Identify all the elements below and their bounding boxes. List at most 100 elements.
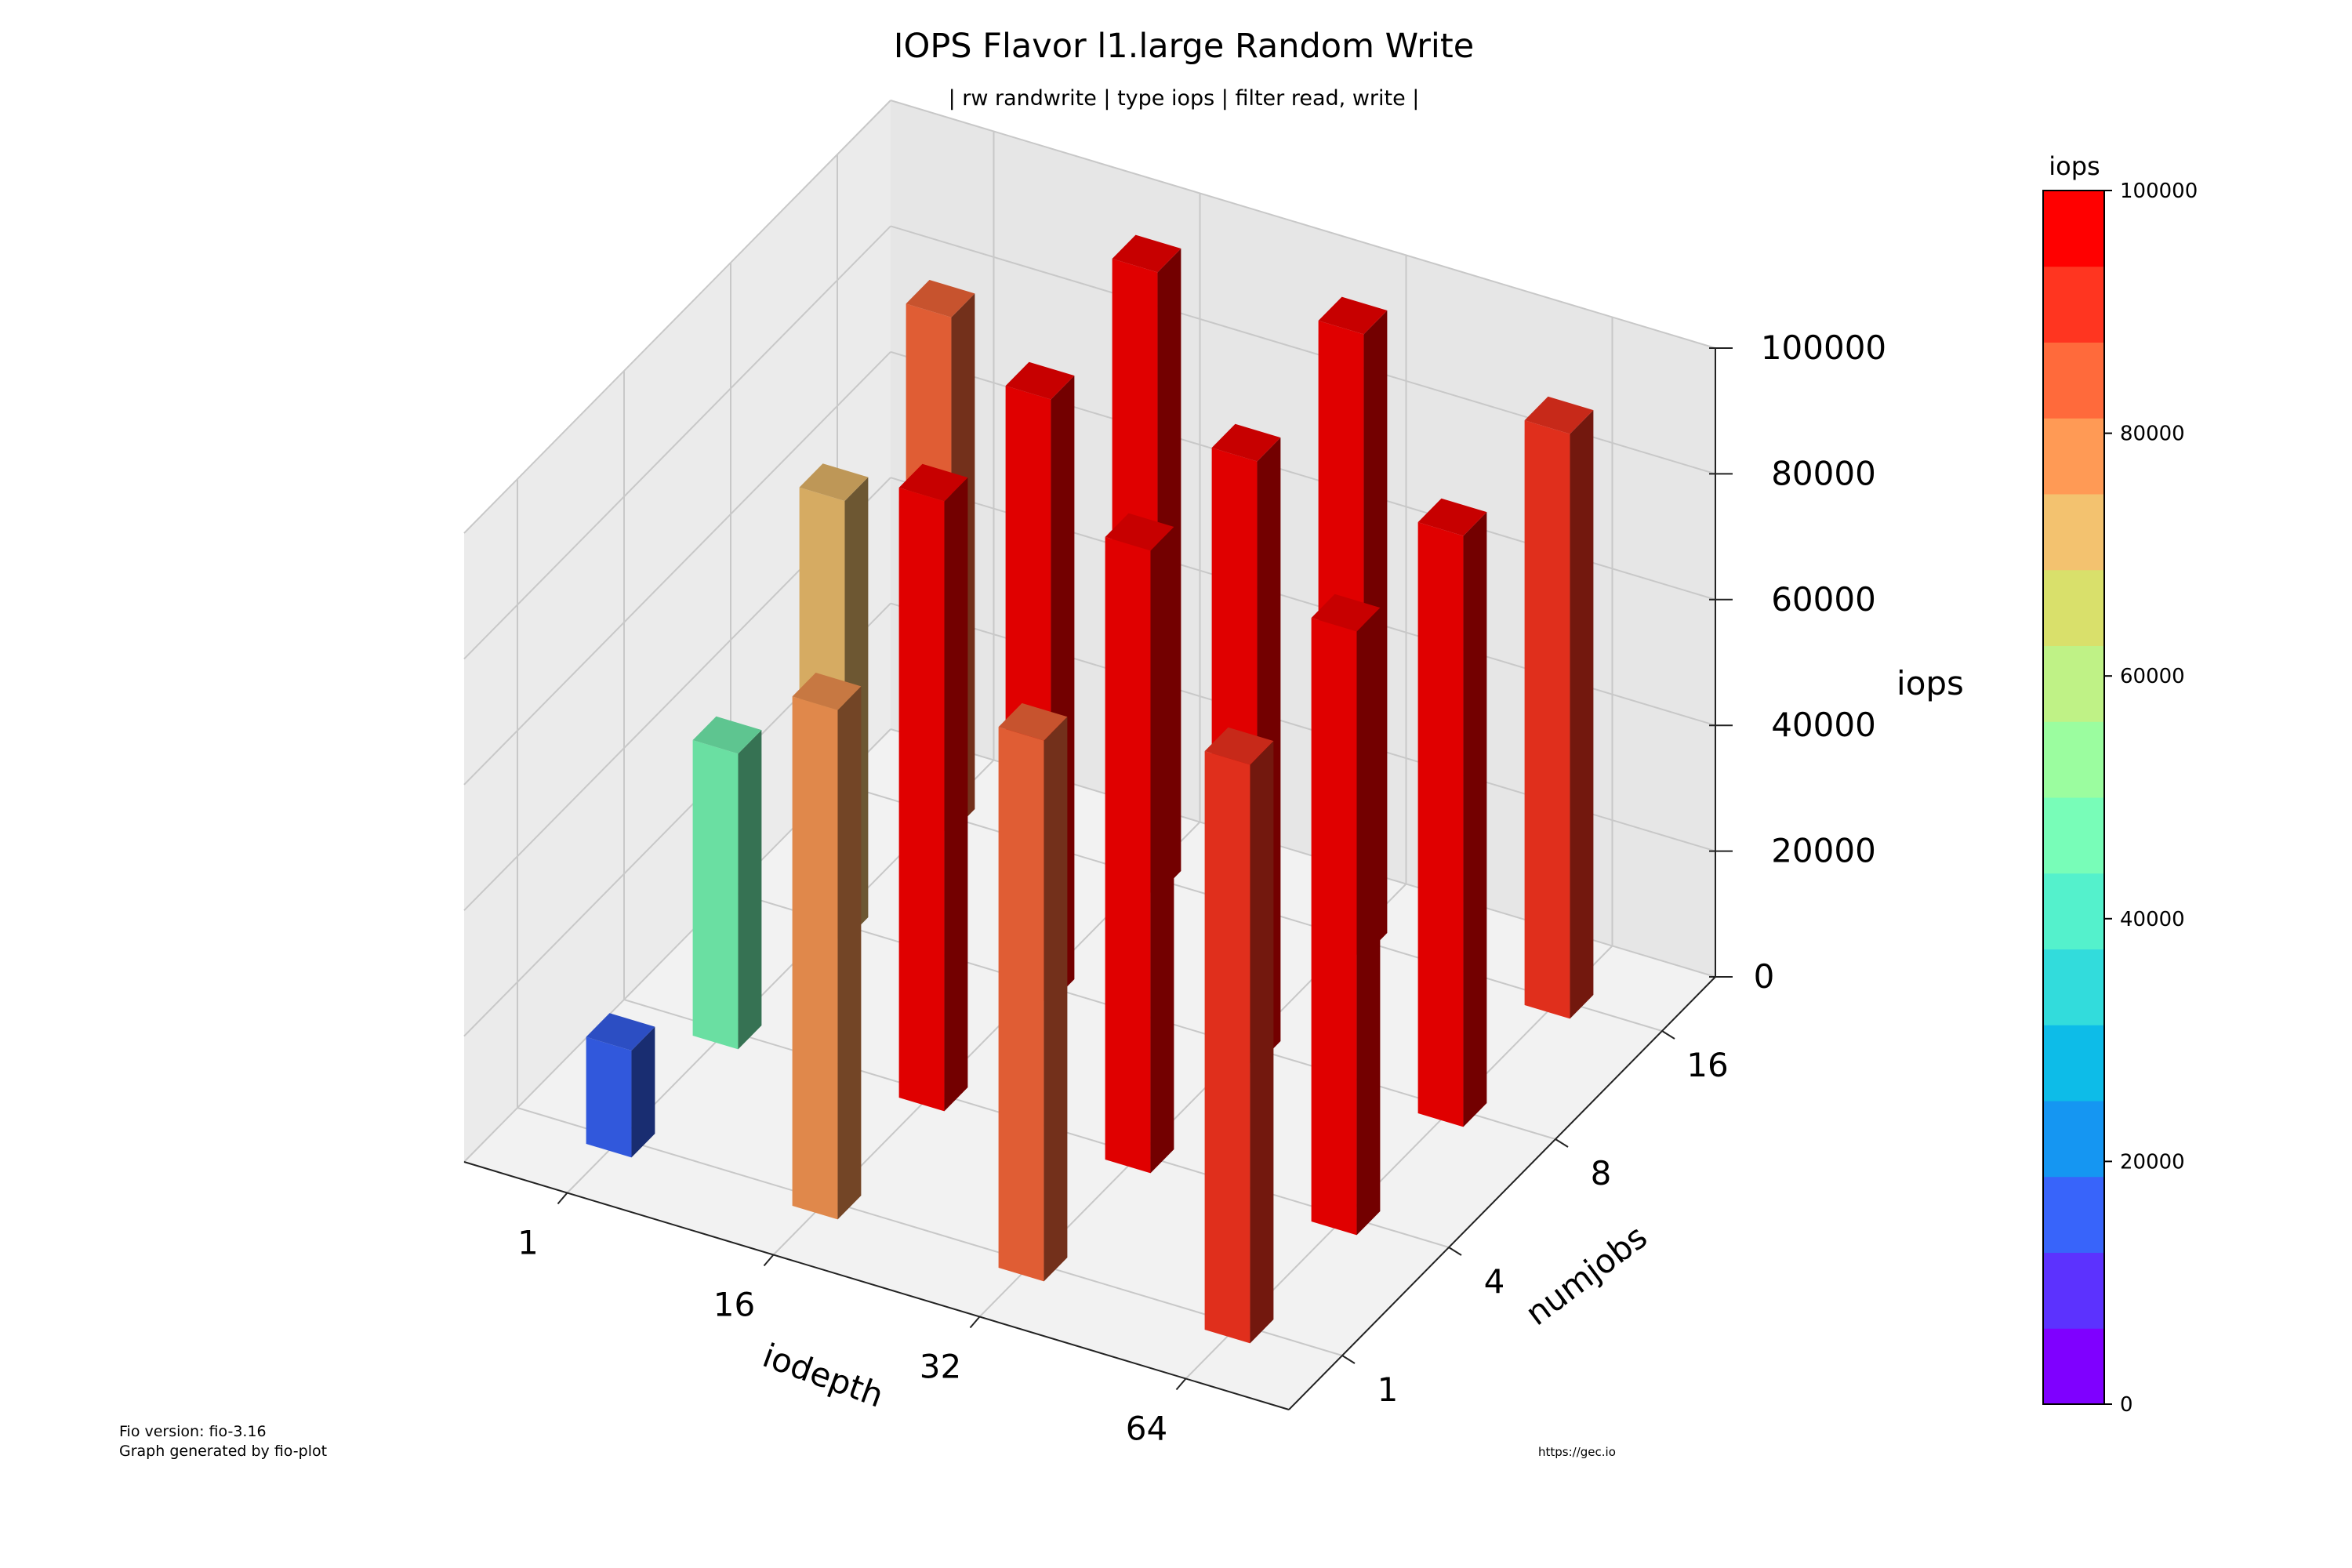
bar-side-face [1570,410,1594,1019]
colorbar-segment [2043,645,2104,722]
bar-top-face [1417,498,1487,536]
colorbar-segment [2043,494,2104,571]
bar-top-face [998,702,1068,741]
colorbar-segment [2043,721,2104,798]
x-tick-mark [1175,1377,1187,1391]
y-tick-label: 16 [1686,1046,1728,1084]
colorbar-segment [2043,266,2104,343]
x-tick-label: 1 [517,1224,539,1262]
y-tick-label: 1 [1377,1370,1399,1409]
bar-top-face [799,463,869,501]
url-text: https://gec.io [1538,1445,1616,1459]
left-pane [464,100,891,1162]
y-tick-label: 8 [1591,1154,1612,1192]
bar-side-face [1250,741,1274,1344]
grid-line-z [463,351,891,786]
bar-top-face [1112,234,1181,273]
x-tick-mark [969,1316,981,1329]
colorbar-tick-label: 60000 [2120,665,2185,688]
z-tick-label: 80000 [1771,454,1876,492]
bar-side-face [1356,608,1381,1236]
x-tick-label: 16 [713,1286,755,1324]
bar-front-face [1105,537,1151,1174]
bar-iodepth-32-numjobs-4 [1105,513,1174,1174]
z-axis-label: iops [1896,664,1964,702]
bar-top-face [1204,727,1274,765]
bar-front-face [1204,751,1250,1344]
colorbar-segment [2043,1101,2104,1178]
colorbar-segment [2043,1025,2104,1102]
z-tick-label: 0 [1754,957,1775,996]
bar-front-face [898,488,945,1112]
bar-top-face [1105,513,1174,551]
bar-top-face [906,279,975,318]
y-axis-line [1288,976,1716,1410]
bar-top-face [692,716,762,754]
z-tick-label: 20000 [1771,832,1876,870]
bar-top-face [1311,593,1381,632]
bar-iodepth-1-numjobs-1 [586,1013,655,1158]
grid-line-z [890,100,1716,349]
bar-iodepth-32-numjobs-1 [998,702,1068,1282]
z-tick-label: 100000 [1761,328,1886,367]
bar-front-face [1524,420,1570,1019]
y-axis-label: numjobs [1519,1218,1654,1333]
generated-by-text: Graph generated by fio-plot [119,1443,327,1460]
bar-top-face [1211,423,1281,462]
colorbar-tick-label: 80000 [2120,423,2185,446]
bar-iodepth-64-numjobs-1 [1204,727,1274,1344]
bar-front-face [692,740,739,1050]
y-tick-mark [1555,1138,1569,1148]
axis-lines [463,348,1716,1410]
grid-line-z [463,100,891,534]
x-axis-label: iodepth [758,1336,889,1415]
bar-front-face [998,727,1044,1282]
z-tick-label: 60000 [1771,580,1876,619]
colorbar-segment [2043,569,2104,646]
bar-front-face [792,696,838,1220]
bar-side-face [1044,717,1068,1282]
back-pane [891,100,1715,977]
bar-side-face [1463,512,1487,1127]
colorbar: 0 20000 40000 60000 80000 100000 [2042,180,2198,1417]
y-tick-mark [1661,1030,1675,1040]
colorbar-segment [2043,191,2104,267]
x-tick-mark [557,1192,568,1205]
bar-iodepth-1-numjobs-4 [692,716,762,1050]
colorbar-segment [2043,1252,2104,1329]
colorbar-segment [2043,873,2104,949]
axes-panes [464,100,1715,1410]
colorbar-segment [2043,1176,2104,1253]
axis-labels: 1 16 32 64 1 4 8 16 0 20000 40000 60000 80000 100000 [517,328,1886,1448]
bar-top-face [586,1013,655,1051]
y-tick-mark [1341,1355,1356,1364]
x-axis-line [463,1161,1290,1410]
bar-front-face [1417,522,1464,1127]
colorbar-segment [2043,797,2104,874]
bar-side-face [631,1026,655,1158]
chart-title: IOPS Flavor l1.large Random Write [894,27,1474,66]
colorbar-frame [2042,190,2105,1405]
bar-top-face [792,673,862,710]
bar-side-face [738,730,762,1050]
bar-side-face [944,477,968,1112]
bars [586,234,1594,1344]
bar-side-face [837,686,862,1220]
colorbar-segment [2043,342,2104,419]
fio-version-text: Fio version: fio-3.16 [119,1423,267,1440]
bar-top-face [1005,361,1075,400]
x-tick-mark [763,1254,775,1267]
colorbar-segment [2043,418,2104,495]
colorbar-tick-label: 20000 [2120,1150,2185,1174]
bar-top-face [1318,296,1388,335]
bar-iodepth-64-numjobs-4 [1311,593,1381,1236]
grid-line-z [463,225,891,660]
bar-iodepth-16-numjobs-1 [792,673,862,1220]
chart-subtitle: | rw randwrite | type iops | filter read… [949,86,1420,111]
y-tick-label: 4 [1484,1262,1505,1301]
bar-iodepth-64-numjobs-16 [1524,396,1594,1019]
bar-top-face [1524,396,1594,434]
bar-front-face [1311,618,1357,1236]
y-tick-mark [1448,1247,1462,1256]
